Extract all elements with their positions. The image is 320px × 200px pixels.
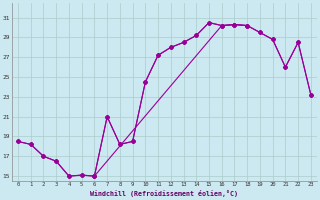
X-axis label: Windchill (Refroidissement éolien,°C): Windchill (Refroidissement éolien,°C) [91, 190, 238, 197]
